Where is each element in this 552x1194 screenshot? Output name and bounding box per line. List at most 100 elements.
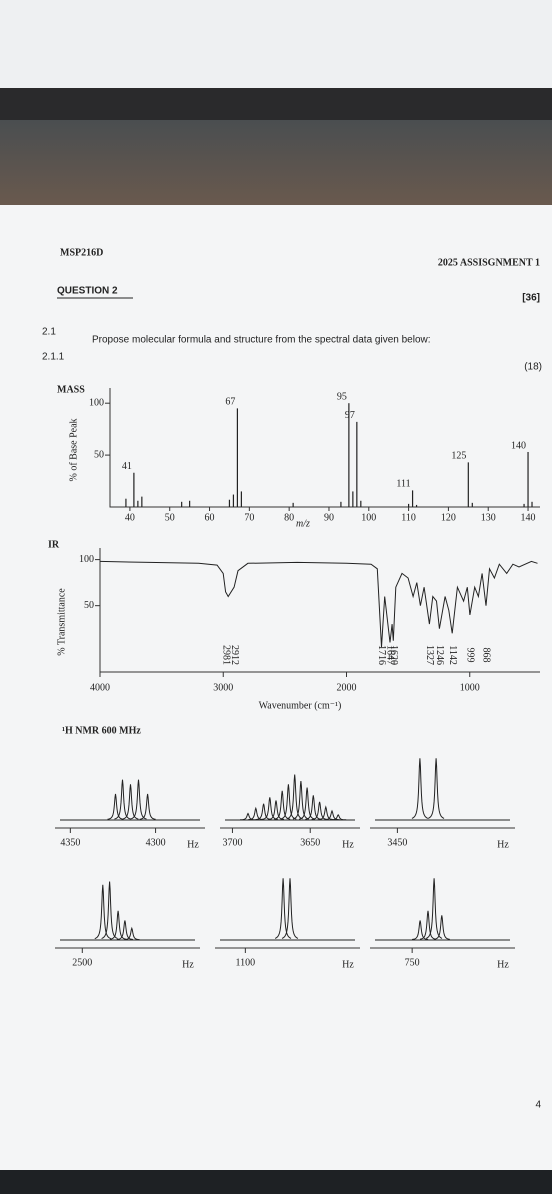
ir-label: IR bbox=[48, 539, 60, 550]
peak-label: 2912 bbox=[229, 645, 240, 665]
dark-band bbox=[0, 88, 552, 120]
axis bbox=[109, 388, 540, 508]
peak-label: 1142 bbox=[447, 645, 458, 665]
nmr-peak bbox=[411, 758, 429, 819]
ir-y-label: % Transmittance bbox=[56, 588, 67, 656]
nmr-peak bbox=[323, 809, 341, 821]
peak-label: 95 bbox=[337, 391, 347, 402]
nmr-peak bbox=[412, 920, 429, 940]
unit-label: Hz bbox=[497, 839, 509, 850]
x-tick-label: 140 bbox=[521, 512, 536, 523]
sub-number: 2.1.1 bbox=[42, 352, 65, 363]
tick-label: 2500 bbox=[72, 957, 92, 968]
x-tick-label: 100 bbox=[361, 512, 376, 523]
page-number: 4 bbox=[535, 1100, 541, 1111]
unit-label: Hz bbox=[497, 959, 509, 970]
x-tick-label: 50 bbox=[165, 512, 175, 523]
ir-curve bbox=[99, 560, 538, 648]
x-tick-label: 1000 bbox=[460, 682, 480, 693]
nmr-title: ¹H NMR 600 MHz bbox=[62, 725, 141, 736]
nmr-peak bbox=[116, 920, 133, 940]
nmr-peak bbox=[139, 793, 156, 820]
marks: [36] bbox=[522, 293, 540, 304]
x-tick-label: 130 bbox=[481, 512, 496, 523]
peak-label: 1327 bbox=[424, 645, 435, 665]
x-tick-label: 120 bbox=[441, 512, 456, 523]
tick-label: 3700 bbox=[222, 837, 242, 848]
peak-label: 97 bbox=[345, 410, 355, 421]
tick-label: 4350 bbox=[60, 837, 80, 848]
nmr-peak bbox=[123, 926, 140, 941]
peak-label: 140 bbox=[511, 440, 526, 451]
y-tick-label: 100 bbox=[89, 397, 104, 408]
y-tick-label: 100 bbox=[79, 554, 94, 565]
nmr-peak bbox=[419, 910, 437, 940]
x-tick-label: 3000 bbox=[213, 682, 233, 693]
peak-label: 67 bbox=[225, 397, 235, 408]
question-number: 2.1 bbox=[42, 327, 56, 338]
x-tick-label: 4000 bbox=[90, 682, 110, 693]
nmr-peak bbox=[274, 878, 292, 939]
nmr-peak bbox=[280, 784, 297, 820]
peak-label: 999 bbox=[465, 648, 476, 663]
nmr-peak bbox=[292, 780, 309, 820]
nmr-peak bbox=[433, 915, 450, 940]
x-tick-label: 40 bbox=[125, 512, 135, 523]
x-tick-label: 110 bbox=[401, 512, 416, 523]
unit-label: Hz bbox=[182, 959, 194, 970]
x-tick-label: 2000 bbox=[336, 682, 356, 693]
x-tick-label: 70 bbox=[244, 512, 254, 523]
unit-label: Hz bbox=[342, 839, 354, 850]
peak-label: 111 bbox=[396, 479, 410, 490]
peak-label: 1716 bbox=[376, 645, 387, 665]
nmr-peak bbox=[94, 884, 111, 940]
question-title: QUESTION 2 bbox=[57, 286, 118, 297]
paper bbox=[0, 205, 552, 1170]
ir-x-label: Wavenumber (cm⁻¹) bbox=[259, 700, 342, 711]
peak-label: 1246 bbox=[434, 645, 445, 665]
assignment: 2025 ASSISGNMENT 1 bbox=[438, 257, 540, 268]
tick-label: 3450 bbox=[387, 837, 407, 848]
nmr-peak bbox=[317, 805, 334, 821]
nmr-peak bbox=[114, 779, 131, 820]
nmr-peak bbox=[330, 813, 347, 821]
mass-label: MASS bbox=[57, 384, 85, 395]
nmr-peak bbox=[247, 806, 264, 821]
nmr-peak bbox=[299, 787, 316, 820]
question-text: Propose molecular formula and structure … bbox=[92, 335, 431, 346]
nmr-peak bbox=[122, 784, 139, 820]
y-tick-label: 50 bbox=[94, 449, 104, 460]
paper-top bbox=[0, 0, 552, 88]
tick-label: 4300 bbox=[146, 837, 166, 848]
peak-label: 2981 bbox=[220, 645, 231, 665]
nmr-peak bbox=[107, 793, 124, 820]
peak-label: 1647 bbox=[385, 645, 396, 665]
nmr-peak bbox=[427, 758, 445, 819]
x-tick-label: 90 bbox=[324, 512, 334, 523]
x-tick-label: 60 bbox=[205, 512, 215, 523]
nmr-peak bbox=[311, 801, 328, 820]
nmr-peak bbox=[305, 795, 322, 820]
peak-label: 1620 bbox=[388, 645, 399, 665]
sub-marks: (18) bbox=[524, 362, 542, 373]
mass-x-label: m/z bbox=[296, 518, 310, 529]
tick-label: 3650 bbox=[300, 837, 320, 848]
unit-label: Hz bbox=[187, 839, 199, 850]
nmr-peak bbox=[286, 774, 303, 820]
peak-label: 868 bbox=[481, 648, 492, 663]
mass-y-label: % of Base Peak bbox=[68, 418, 79, 481]
y-tick-label: 50 bbox=[84, 600, 94, 611]
course: MSP216D bbox=[60, 247, 103, 258]
unit-label: Hz bbox=[342, 959, 354, 970]
tick-label: 1100 bbox=[236, 957, 256, 968]
nmr-peak bbox=[240, 812, 256, 821]
nmr-peak bbox=[110, 910, 127, 940]
peak-label: 125 bbox=[451, 451, 466, 462]
tick-label: 750 bbox=[405, 957, 420, 968]
x-tick-label: 80 bbox=[284, 512, 294, 523]
nmr-peak bbox=[281, 878, 299, 939]
brick bbox=[0, 120, 552, 210]
peak-label: 41 bbox=[122, 461, 132, 472]
